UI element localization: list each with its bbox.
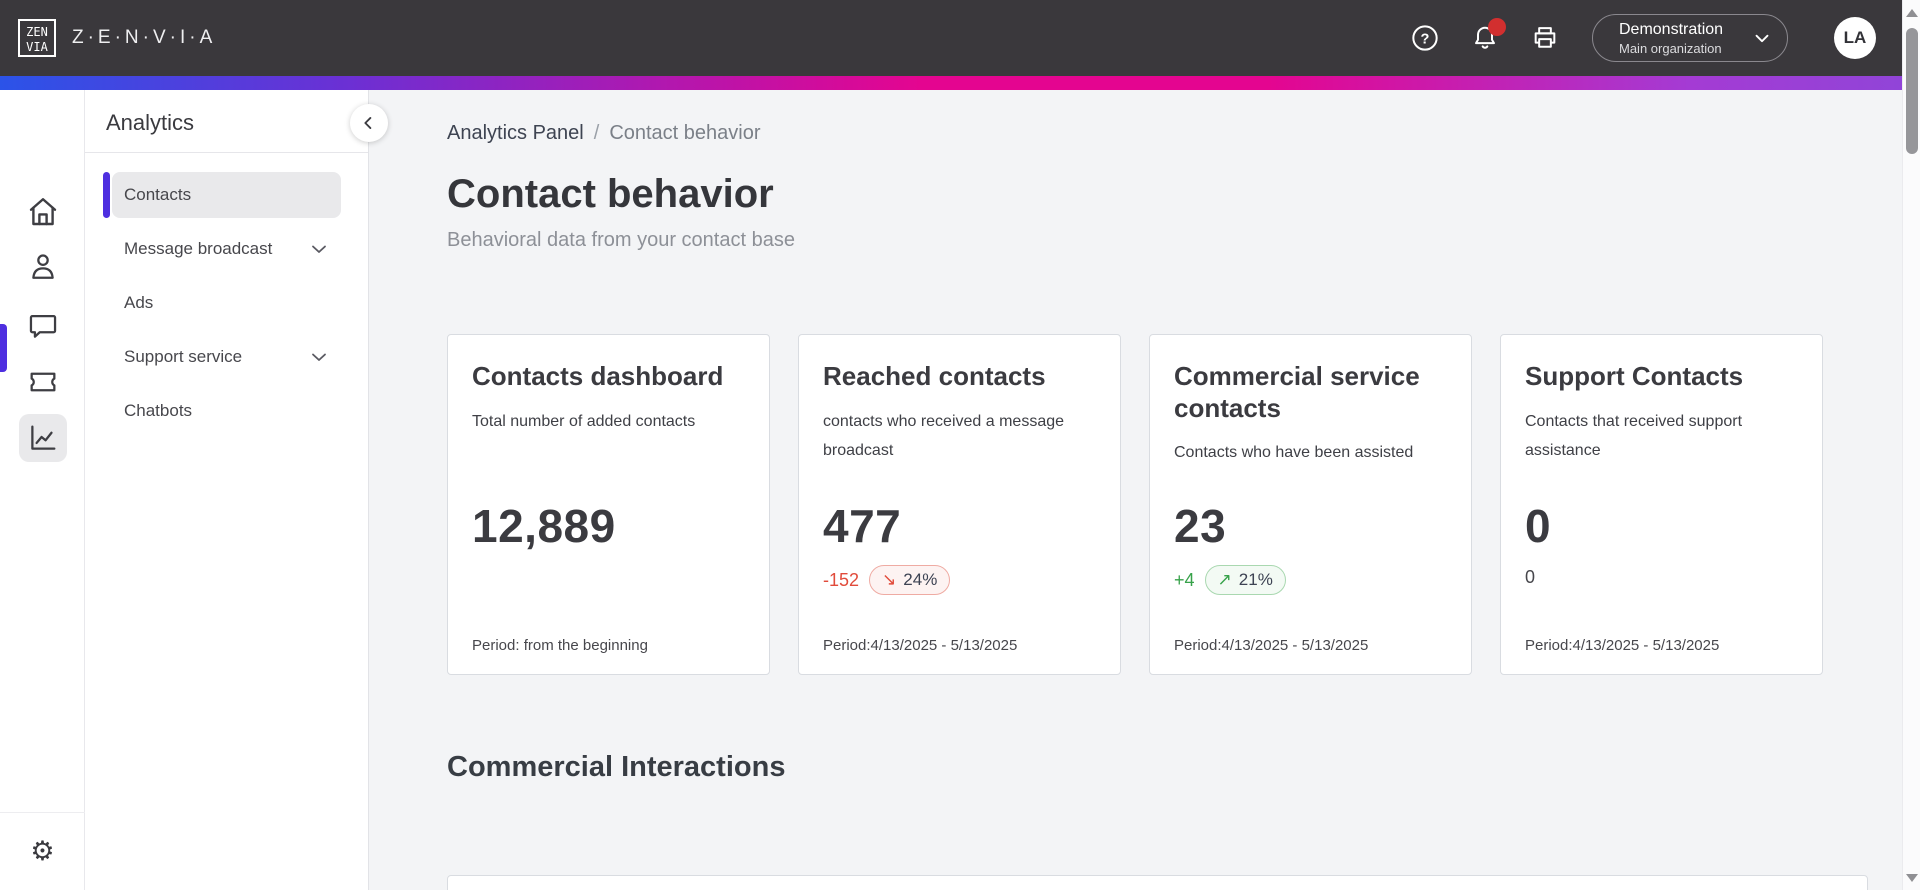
sidebar-item-contacts[interactable] [0, 243, 85, 291]
card-period: Period: from the beginning [472, 637, 648, 654]
delta-value: -152 [823, 569, 860, 590]
vertical-scrollbar[interactable] [1902, 0, 1920, 890]
sidebar-item-home[interactable] [0, 188, 85, 236]
svg-text:?: ? [1421, 31, 1430, 47]
main-content: Analytics Panel / Contact behavior Conta… [370, 90, 1902, 890]
chevron-down-icon [307, 345, 331, 369]
zenvia-logo-icon[interactable]: ZEN VIA [16, 17, 58, 59]
card-value: 23 [1174, 500, 1227, 552]
card-period: Period:4/13/2025 - 5/13/2025 [1174, 637, 1369, 654]
card-value: 477 [823, 500, 902, 552]
breadcrumb-analytics-panel[interactable]: Analytics Panel [447, 122, 584, 144]
chevron-down-icon [1751, 27, 1773, 49]
panel-item-ads[interactable]: Ads [112, 280, 341, 326]
notification-badge [1488, 18, 1506, 36]
breadcrumb-current: Contact behavior [609, 122, 761, 144]
page-title: Contact behavior [447, 172, 774, 216]
panel-item-label: Message broadcast [124, 239, 273, 258]
home-icon [25, 194, 61, 230]
panel-item-label: Contacts [124, 185, 192, 204]
panel-item-label: Chatbots [124, 401, 193, 420]
card-title: Commercial service contacts [1174, 361, 1420, 423]
trend-percent: 21% [1238, 570, 1273, 589]
svg-text:VIA: VIA [26, 40, 48, 54]
scrollbar-thumb[interactable] [1906, 28, 1918, 154]
panel-item-message-broadcast[interactable]: Message broadcast [112, 226, 341, 272]
card-description: Contacts that received support assistanc… [1525, 412, 1743, 459]
trend-down-icon: ↘ [882, 570, 897, 589]
card-period: Period:4/13/2025 - 5/13/2025 [1525, 637, 1720, 654]
panel-item-label: Ads [124, 293, 154, 312]
scrollbar-down-arrow[interactable] [1906, 874, 1918, 882]
panel-item-support-service[interactable]: Support service [112, 334, 341, 380]
person-icon [26, 250, 60, 284]
svg-text:ZEN: ZEN [26, 25, 48, 39]
line-chart-icon [26, 421, 60, 455]
card-description: contacts who received a message broadcas… [823, 412, 1065, 459]
sidebar-item-messages[interactable] [0, 302, 85, 350]
chevron-left-icon [358, 112, 380, 134]
printer-icon[interactable] [1530, 23, 1560, 53]
selected-icon-background [18, 414, 67, 462]
sidebar-item-tickets[interactable] [0, 358, 85, 406]
sidebar-item-analytics[interactable] [0, 414, 85, 462]
analytics-panel: Analytics Contacts Message broadcast Ads… [85, 90, 369, 890]
delta-value: +4 [1174, 569, 1195, 590]
card-contacts-dashboard: Contacts dashboard Total number of added… [447, 334, 770, 675]
card-description: Contacts who have been assisted [1174, 444, 1414, 462]
ticket-icon [26, 365, 60, 399]
avatar[interactable]: LA [1834, 17, 1876, 59]
brand-gradient-bar [0, 76, 1920, 90]
notifications-bell-icon[interactable] [1470, 18, 1506, 53]
card-commercial-service-contacts: Commercial service contacts Contacts who… [1149, 334, 1472, 675]
collapse-panel-button[interactable] [350, 104, 388, 142]
section-title-commercial-interactions: Commercial Interactions [447, 751, 786, 783]
card-title: Support Contacts [1525, 361, 1744, 391]
active-item-indicator [103, 172, 110, 218]
trend-badge: ↗ 21% [1204, 565, 1286, 595]
brand-wordmark: Z·E·N·V·I·A [72, 27, 217, 48]
card-secondary-value: 0 [1525, 567, 1536, 587]
scrollbar-up-arrow[interactable] [1906, 9, 1918, 17]
panel-item-label: Support service [124, 347, 243, 366]
help-icon[interactable]: ? [1410, 23, 1440, 53]
icon-rail: ⚙ [0, 90, 85, 890]
card-value: 0 [1525, 500, 1552, 552]
card-title: Contacts dashboard [472, 361, 724, 391]
settings-gear-icon[interactable]: ⚙ [30, 836, 55, 867]
organization-switcher[interactable]: Demonstration Main organization [1592, 14, 1788, 62]
page-subtitle: Behavioral data from your contact base [447, 229, 795, 251]
card-description: Total number of added contacts [472, 412, 696, 430]
rail-bottom: ⚙ [0, 812, 85, 890]
chat-bubble-icon [26, 309, 60, 343]
chevron-down-icon [307, 237, 331, 261]
panel-item-chatbots[interactable]: Chatbots [112, 388, 341, 434]
card-period: Period:4/13/2025 - 5/13/2025 [823, 637, 1018, 654]
trend-percent: 24% [903, 570, 938, 589]
breadcrumb: Analytics Panel / Contact behavior [447, 122, 1902, 145]
trend-up-icon: ↗ [1217, 570, 1232, 589]
card-delta-row: -152 ↘ 24% [823, 565, 951, 595]
trend-badge: ↘ 24% [869, 565, 951, 595]
card-support-contacts: Support Contacts Contacts that received … [1500, 334, 1823, 675]
organization-name: Demonstration [1619, 20, 1724, 38]
panel-item-contacts[interactable]: Contacts [103, 172, 341, 218]
card-title: Reached contacts [823, 361, 1046, 391]
active-section-indicator [0, 324, 7, 372]
metric-cards-row: Contacts dashboard Total number of added… [447, 334, 1902, 675]
topbar: ZEN VIA Z·E·N·V·I·A ? [0, 0, 1920, 76]
panel-divider [85, 152, 368, 153]
card-reached-contacts: Reached contacts contacts who received a… [798, 334, 1121, 675]
panel-title: Analytics [106, 110, 195, 135]
breadcrumb-separator: / [593, 122, 600, 144]
commercial-interactions-card [447, 875, 1868, 890]
organization-sub: Main organization [1619, 40, 1722, 56]
card-delta-row: +4 ↗ 21% [1174, 565, 1286, 595]
card-value: 12,889 [472, 500, 616, 552]
